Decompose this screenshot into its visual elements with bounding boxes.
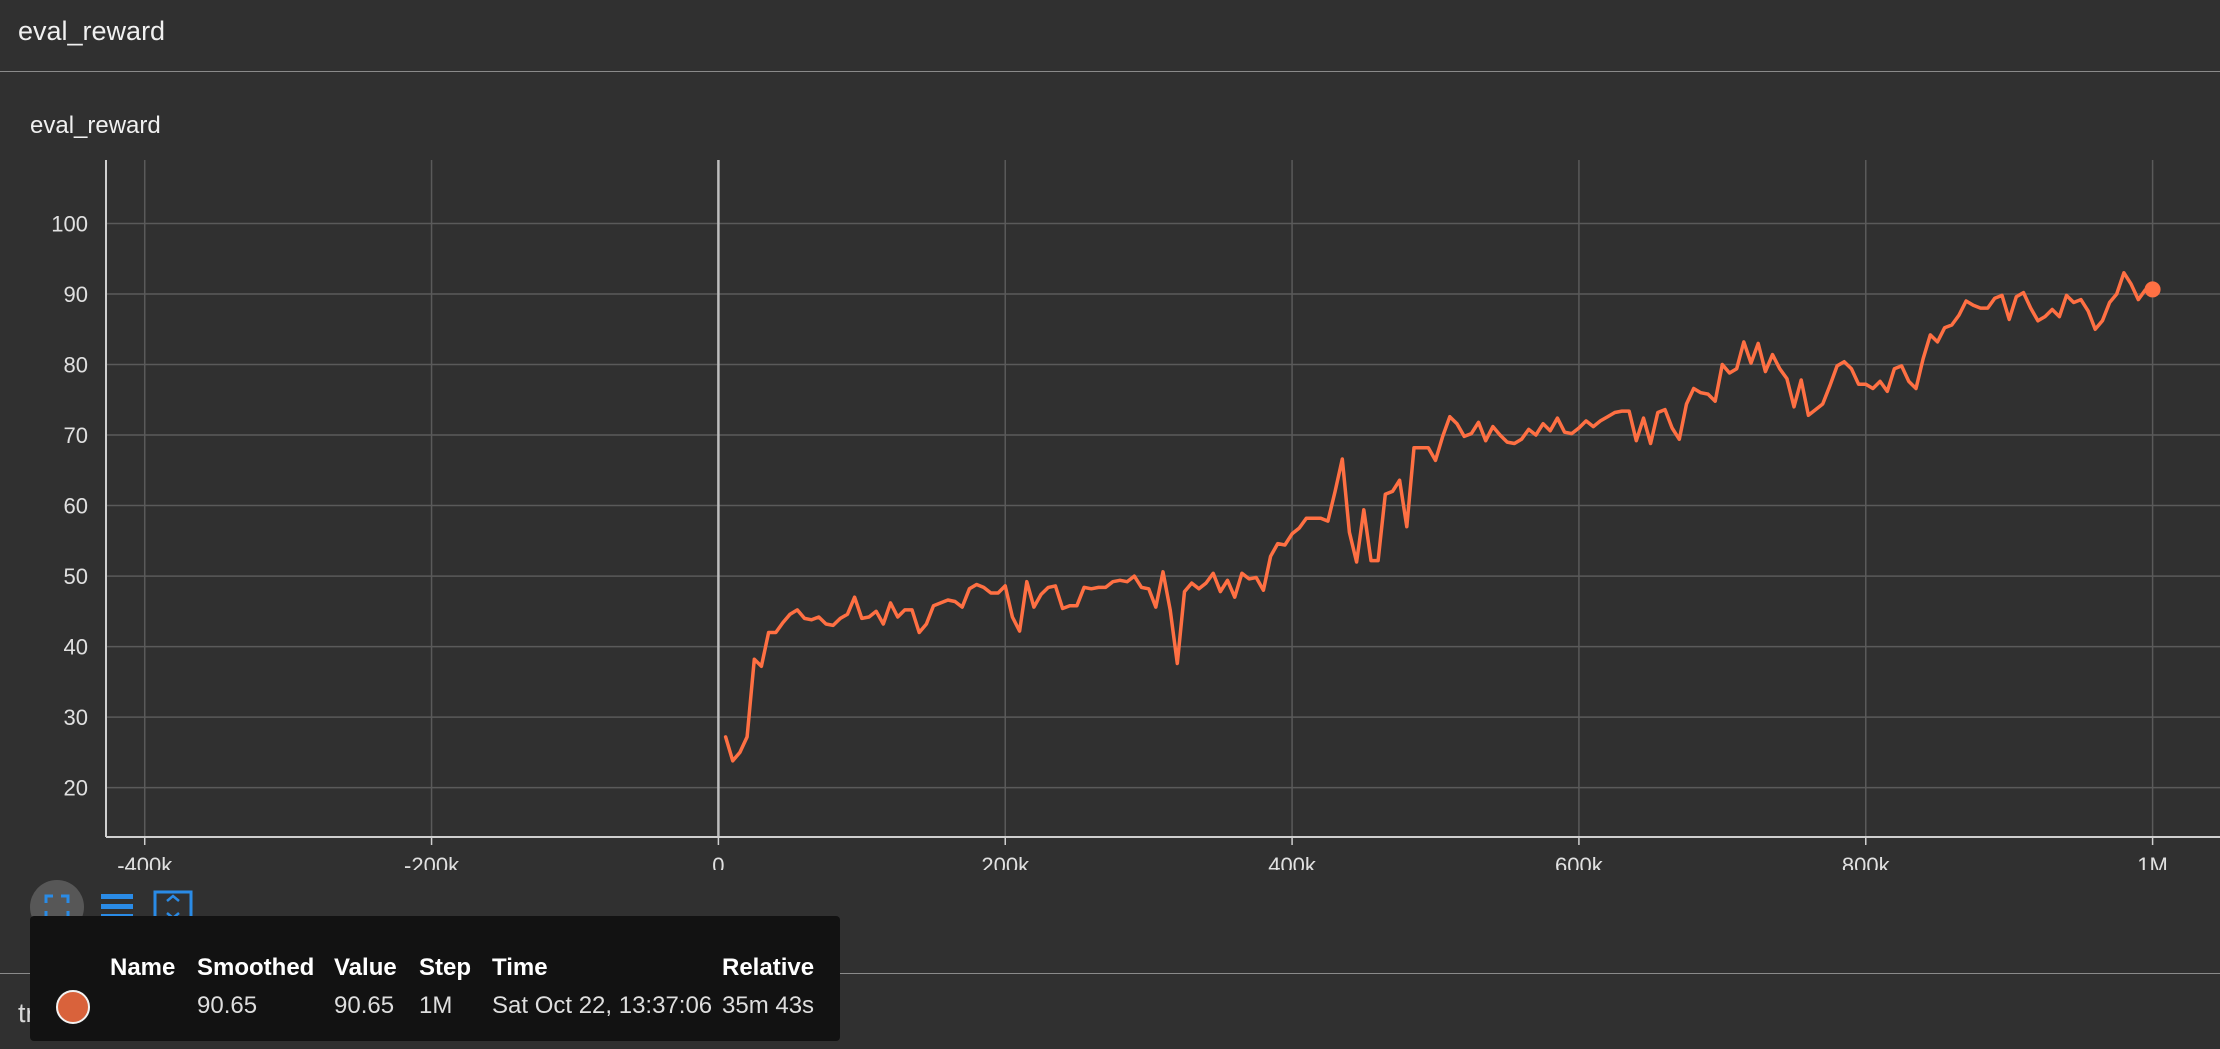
x-tick-label: 0	[712, 853, 724, 870]
tooltip-relative: 35m 43s	[722, 992, 815, 1019]
section-title[interactable]: eval_reward	[18, 16, 166, 46]
tooltip-header-time: Time	[492, 954, 548, 981]
series-line	[723, 271, 2155, 763]
y-tick-label: 40	[64, 635, 88, 660]
tooltip-panel: Name Smoothed Value Step Time Relative 9…	[30, 916, 840, 1041]
y-tick-label: 50	[64, 564, 88, 589]
y-tick-label: 30	[64, 705, 88, 730]
x-tick-label: 800k	[1842, 853, 1891, 870]
x-tick-label: -400k	[117, 853, 173, 870]
tooltip-header-smoothed: Smoothed	[197, 954, 315, 981]
y-tick-label: 20	[64, 776, 88, 801]
x-tick-label: 600k	[1555, 853, 1604, 870]
x-tick-label: -200k	[404, 853, 460, 870]
tooltip-step: 1M	[419, 992, 453, 1019]
tooltip-header-step: Step	[419, 954, 472, 981]
last-point-marker	[2144, 281, 2161, 298]
x-tick-label: 200k	[981, 853, 1030, 870]
section-header[interactable]: eval_reward	[0, 0, 2220, 72]
y-tick-label: 70	[64, 423, 88, 448]
y-tick-label: 100	[51, 211, 88, 236]
x-tick-label: 1M	[2137, 853, 2168, 870]
section-divider	[0, 973, 2220, 974]
y-tick-label: 60	[64, 494, 88, 519]
x-tick-label: 400k	[1268, 853, 1317, 870]
tooltip-value: 90.65	[334, 992, 395, 1019]
series-color-swatch	[56, 990, 90, 1024]
tooltip-header-name: Name	[110, 954, 176, 981]
tooltip-time: Sat Oct 22, 13:37:06	[492, 992, 713, 1019]
tooltip-header-value: Value	[334, 954, 397, 981]
chart-card-title: eval_reward	[30, 112, 161, 139]
line-chart[interactable]: 20 30 40 50 60 70 80 90 100 -400k -200k 0 200k 400k 60…	[0, 150, 2220, 870]
tooltip-smoothed: 90.65	[197, 992, 258, 1019]
y-tick-label: 80	[64, 353, 88, 378]
y-tick-label: 90	[64, 282, 88, 307]
tooltip-header-relative: Relative	[722, 954, 815, 981]
